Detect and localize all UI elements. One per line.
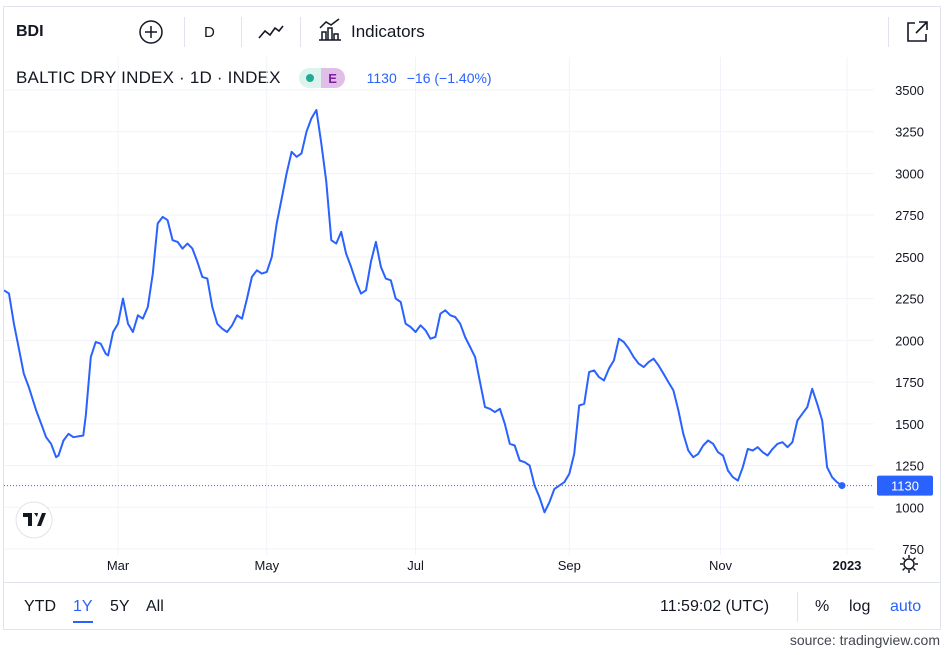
range-ytd[interactable]: YTD	[24, 598, 56, 615]
plus-circle-icon[interactable]	[138, 7, 164, 57]
line-chart-icon[interactable]	[257, 7, 285, 57]
legend-value: 1130	[366, 70, 397, 86]
y-tick-label: 750	[902, 542, 924, 557]
top-toolbar: BDI D Indicators	[4, 7, 940, 57]
log-toggle[interactable]: log	[849, 598, 871, 615]
x-tick-label: 2023	[832, 558, 861, 573]
legend-change: −16 (−1.40%)	[406, 70, 492, 86]
status-badge[interactable]: E	[298, 68, 345, 88]
chart-widget: BDI D Indicators BALTIC DRY INDEX · 1D ·…	[3, 6, 941, 630]
y-tick-label: 2250	[895, 292, 924, 307]
clock-time[interactable]: 11:59:02 (UTC)	[660, 598, 770, 615]
price-line-series	[4, 109, 843, 514]
indicators-button[interactable]: Indicators	[317, 7, 425, 57]
indicators-icon	[317, 17, 343, 47]
y-tick-label: 1250	[895, 459, 924, 474]
legend-title: BALTIC DRY INDEX · 1D · INDEX	[16, 68, 281, 87]
y-tick-label: 3000	[895, 166, 924, 181]
indicators-label: Indicators	[351, 22, 425, 41]
y-tick-label: 3500	[895, 83, 924, 98]
x-tick-label: May	[255, 558, 280, 573]
range-1y[interactable]: 1Y	[73, 583, 93, 631]
last-value-label: 1130	[891, 479, 919, 494]
y-tick-label: 3250	[895, 125, 924, 140]
interval-button[interactable]: D	[204, 23, 215, 41]
y-tick-label: 2000	[895, 333, 924, 348]
settings-gear-icon[interactable]	[900, 555, 918, 573]
auto-toggle[interactable]: auto	[890, 598, 922, 615]
source-caption: source: tradingview.com	[789, 632, 940, 648]
expand-icon[interactable]	[904, 7, 930, 57]
y-tick-label: 2500	[895, 250, 924, 265]
x-tick-label: Sep	[558, 558, 581, 573]
last-point-marker	[838, 482, 846, 490]
y-tick-label: 2750	[895, 208, 924, 223]
y-tick-label: 1750	[895, 375, 924, 390]
chart-legend: BALTIC DRY INDEX · 1D · INDEX E 1130 −16…	[16, 67, 492, 89]
range-5y[interactable]: 5Y	[110, 598, 130, 615]
range-all[interactable]: All	[146, 598, 164, 615]
percent-toggle[interactable]: %	[815, 598, 830, 615]
x-tick-label: Mar	[107, 558, 130, 573]
y-tick-label: 1000	[895, 500, 924, 515]
earnings-badge: E	[320, 68, 345, 88]
x-tick-label: Jul	[407, 558, 424, 573]
price-chart[interactable]: 750 1000 1250 1500 1750 2000 2250 2500 2750 3000 3…	[4, 7, 942, 582]
symbol-label[interactable]: BDI	[16, 23, 44, 40]
tradingview-logo	[15, 501, 53, 539]
y-tick-label: 1500	[895, 417, 924, 432]
x-tick-label: Nov	[709, 558, 733, 573]
bottom-toolbar: YTD 1Y 5Y All 11:59:02 (UTC) % log auto	[4, 582, 940, 631]
last-value-badge	[877, 475, 933, 496]
status-dot-icon	[298, 68, 321, 88]
